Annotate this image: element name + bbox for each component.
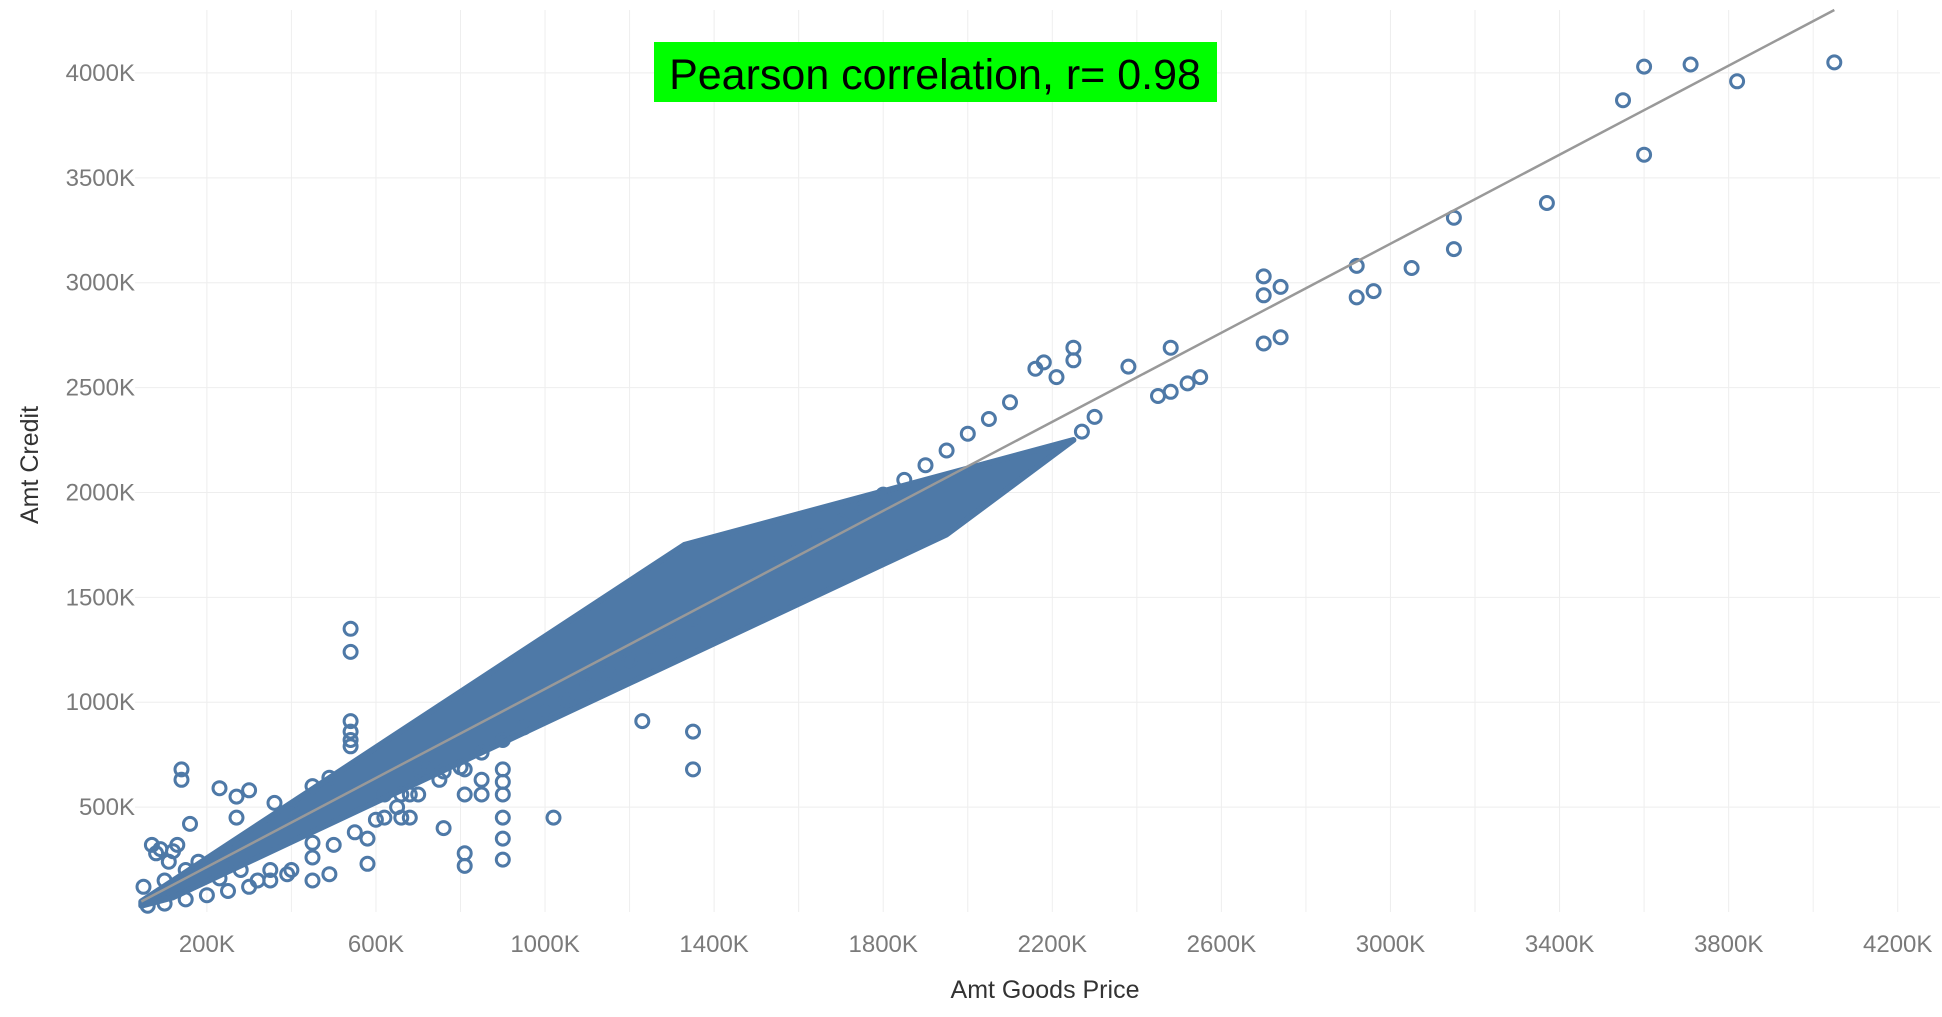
x-tick-label: 1000K	[510, 931, 579, 958]
data-point	[1122, 360, 1135, 373]
data-point	[1828, 56, 1841, 69]
data-point	[327, 838, 340, 851]
data-point	[919, 459, 932, 472]
data-point	[496, 788, 509, 801]
y-tick-label: 1500K	[66, 584, 135, 611]
y-tick-label: 3500K	[66, 165, 135, 192]
data-point	[306, 874, 319, 887]
data-point	[1067, 341, 1080, 354]
y-axis-title: Amt Credit	[16, 406, 44, 524]
data-point	[344, 645, 357, 658]
data-point	[306, 836, 319, 849]
data-point	[222, 885, 235, 898]
x-tick-label: 3400K	[1525, 931, 1594, 958]
data-point	[687, 763, 700, 776]
trend-line	[141, 10, 1834, 902]
data-point	[1257, 270, 1270, 283]
x-axis-title: Amt Goods Price	[951, 976, 1140, 1004]
y-tick-label: 2000K	[66, 479, 135, 506]
data-point	[1004, 396, 1017, 409]
data-point	[982, 413, 995, 426]
data-point	[940, 444, 953, 457]
data-point	[184, 817, 197, 830]
data-point	[1067, 354, 1080, 367]
data-point	[547, 811, 560, 824]
data-point	[496, 853, 509, 866]
data-point	[179, 893, 192, 906]
data-point	[137, 880, 150, 893]
data-point	[475, 788, 488, 801]
data-point	[243, 784, 256, 797]
data-point	[1540, 197, 1553, 210]
x-tick-label: 600K	[348, 931, 404, 958]
data-point	[1447, 243, 1460, 256]
data-point	[306, 851, 319, 864]
data-point	[1088, 410, 1101, 423]
x-tick-label: 3000K	[1356, 931, 1425, 958]
data-point	[1405, 262, 1418, 275]
y-tick-label: 2500K	[66, 375, 135, 402]
data-point	[437, 822, 450, 835]
y-tick-label: 4000K	[66, 60, 135, 87]
x-tick-label: 4200K	[1863, 931, 1932, 958]
data-point	[687, 725, 700, 738]
x-tick-label: 1400K	[679, 931, 748, 958]
data-point	[496, 832, 509, 845]
data-point	[348, 826, 361, 839]
data-point	[344, 622, 357, 635]
data-point	[475, 773, 488, 786]
data-point	[361, 832, 374, 845]
data-point	[1617, 94, 1630, 107]
data-point	[1075, 425, 1088, 438]
data-point	[1194, 371, 1207, 384]
data-point	[1257, 337, 1270, 350]
data-point	[1731, 75, 1744, 88]
x-tick-label: 3800K	[1694, 931, 1763, 958]
data-point	[1684, 58, 1697, 71]
data-point	[230, 790, 243, 803]
x-tick-label: 2600K	[1187, 931, 1256, 958]
data-point	[1367, 285, 1380, 298]
data-point	[361, 857, 374, 870]
data-point	[230, 811, 243, 824]
y-tick-label: 3000K	[66, 270, 135, 297]
pearson-annotation: Pearson correlation, r= 0.98	[669, 51, 1201, 99]
data-point	[213, 782, 226, 795]
data-point	[1257, 289, 1270, 302]
dense-point-band	[141, 440, 1073, 906]
data-point	[323, 868, 336, 881]
data-point	[636, 715, 649, 728]
x-axis-ticks: 200K 600K 1000K 1400K 1800K 2200K 2600K 3000K 34…	[179, 931, 1933, 958]
y-tick-label: 500K	[79, 794, 135, 821]
data-point	[1164, 341, 1177, 354]
data-point	[1350, 291, 1363, 304]
x-tick-label: 1800K	[849, 931, 918, 958]
y-tick-label: 1000K	[66, 689, 135, 716]
x-tick-label: 2200K	[1018, 931, 1087, 958]
data-point	[496, 811, 509, 824]
x-tick-label: 200K	[179, 931, 235, 958]
y-axis-ticks: 500K 1000K 1500K 2000K 2500K 3000K 3500K 4000K	[66, 60, 135, 821]
data-point	[1152, 390, 1165, 403]
data-point	[1274, 331, 1287, 344]
data-point	[378, 811, 391, 824]
